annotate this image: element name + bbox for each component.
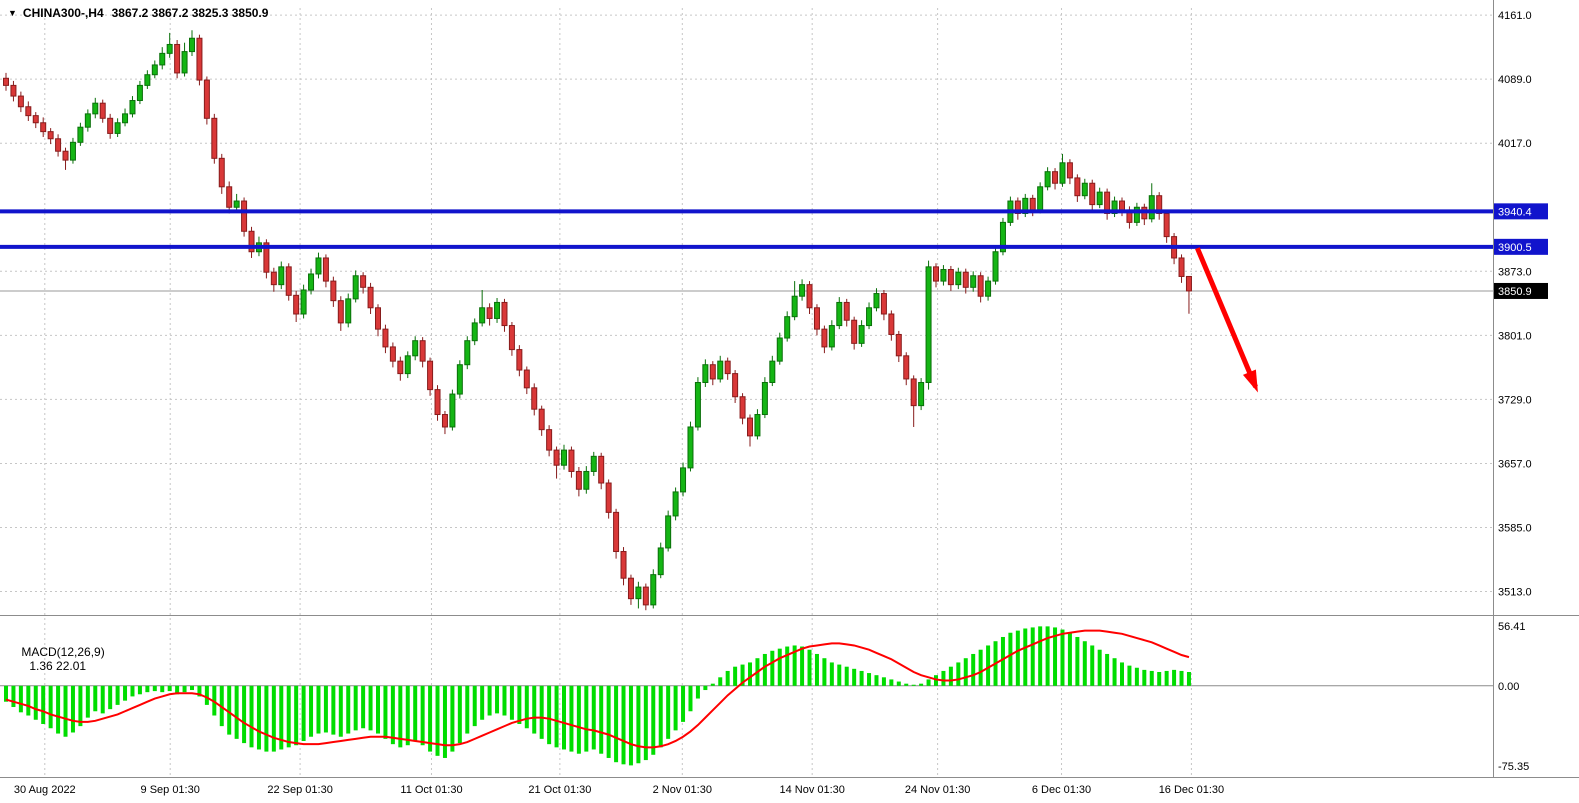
price-tick-label: 4161.0 — [1498, 10, 1532, 22]
macd-tick-label: 0.00 — [1498, 681, 1519, 693]
trend-arrow[interactable] — [1195, 247, 1258, 388]
ohlc-values: 3867.2 3867.2 3825.3 3850.9 — [111, 6, 269, 20]
x-axis-date-label: 14 Nov 01:30 — [779, 784, 844, 796]
macd-tick-label: -75.35 — [1498, 761, 1529, 773]
x-axis-date-label: 22 Sep 01:30 — [267, 784, 332, 796]
macd-tick-label: 56.41 — [1498, 621, 1526, 633]
chart-header: ▼ CHINA300-,H4 3867.2 3867.2 3825.3 3850… — [8, 6, 268, 20]
price-tick-label: 3729.0 — [1498, 394, 1532, 406]
symbol-timeframe-label: CHINA300-,H4 — [22, 6, 104, 20]
macd-name: MACD(12,26,9) — [21, 645, 105, 659]
price-tick-label: 3585.0 — [1498, 522, 1532, 534]
price-line-badge-label: 3940.4 — [1498, 206, 1532, 218]
x-axis-date-label: 21 Oct 01:30 — [528, 784, 591, 796]
candles-layer — [3, 30, 1192, 611]
macd-values: 1.36 22.01 — [29, 659, 87, 673]
price-tick-label: 3873.0 — [1498, 266, 1532, 278]
macd-signal-line — [5, 629, 1190, 749]
x-axis-date-label: 30 Aug 2022 — [14, 784, 76, 796]
price-line-badge — [1494, 203, 1548, 220]
price-line-badge — [1494, 238, 1548, 255]
price-tick-label: 3657.0 — [1498, 458, 1532, 470]
current-price-badge-label: 3850.9 — [1498, 286, 1532, 298]
x-axis-date-label: 6 Dec 01:30 — [1032, 784, 1091, 796]
x-axis-date-label: 16 Dec 01:30 — [1159, 784, 1224, 796]
price-line-badge-label: 3900.5 — [1498, 242, 1532, 254]
price-tick-label: 3801.0 — [1498, 330, 1532, 342]
current-price-badge — [1494, 282, 1548, 299]
macd-layer — [0, 626, 1494, 766]
macd-indicator-label: MACD(12,26,9) 1.36 22.01 — [8, 631, 105, 687]
x-axis-date-label: 9 Sep 01:30 — [141, 784, 200, 796]
x-axis-date-label: 2 Nov 01:30 — [653, 784, 712, 796]
price-tick-label: 4017.0 — [1498, 138, 1532, 150]
grid-layer — [0, 8, 1494, 777]
price-tick-label: 4089.0 — [1498, 74, 1532, 86]
symbol-dropdown-icon[interactable]: ▼ — [8, 8, 17, 18]
chart-objects-layer — [0, 209, 1494, 393]
x-axis-date-label: 24 Nov 01:30 — [905, 784, 970, 796]
x-axis-date-label: 11 Oct 01:30 — [400, 784, 462, 796]
trend-arrow-head[interactable] — [1242, 369, 1258, 393]
price-tick-label: 3513.0 — [1498, 587, 1532, 599]
